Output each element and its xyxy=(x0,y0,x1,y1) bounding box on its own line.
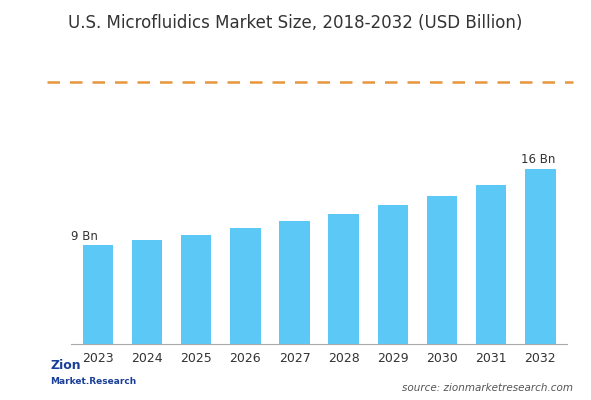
Bar xyxy=(230,228,261,344)
Bar xyxy=(476,185,506,344)
Bar xyxy=(132,240,163,344)
Text: 16 Bn: 16 Bn xyxy=(521,153,555,166)
Text: Market.Research: Market.Research xyxy=(50,377,137,386)
Text: U.S. Microfluidics Market Size, 2018-2032 (USD Billion): U.S. Microfluidics Market Size, 2018-203… xyxy=(69,14,522,32)
Bar xyxy=(427,196,457,344)
Bar xyxy=(525,169,556,344)
Text: source: zionmarketresearch.com: source: zionmarketresearch.com xyxy=(402,383,573,393)
Bar xyxy=(83,246,113,344)
Text: 9 Bn: 9 Bn xyxy=(71,230,98,243)
Text: CAGR :  12.00%: CAGR : 12.00% xyxy=(66,93,187,107)
Bar xyxy=(329,214,359,344)
Bar xyxy=(181,234,212,344)
Bar xyxy=(280,221,310,344)
Bar xyxy=(378,205,408,344)
Text: Zion: Zion xyxy=(50,359,81,372)
